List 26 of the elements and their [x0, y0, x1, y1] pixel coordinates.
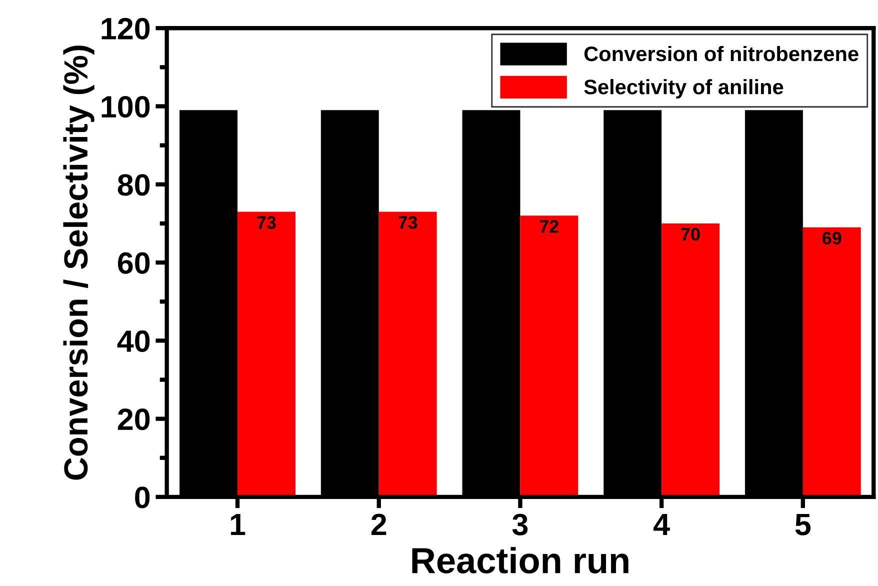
x-tick-label: 2: [371, 514, 386, 536]
data-label: 73: [398, 216, 418, 229]
bar: [520, 216, 578, 497]
data-label: 73: [257, 216, 276, 229]
y-tick-label: 20: [118, 408, 150, 430]
bar: [662, 223, 720, 497]
y-tick-label: 120: [102, 18, 150, 40]
y-tick-label: 40: [117, 330, 150, 352]
x-axis-title: Reaction run: [412, 546, 628, 574]
y-tick-label: 80: [118, 174, 150, 196]
x-tick-label: 4: [654, 514, 670, 536]
legend-label: Selectivity of aniline: [584, 79, 784, 98]
y-tick-label: 60: [118, 252, 150, 274]
data-label: 70: [681, 228, 700, 241]
data-label: 72: [540, 220, 559, 233]
legend-label: Conversion of nitrobenzene: [584, 46, 858, 62]
x-tick-label: 5: [795, 514, 811, 536]
data-label: 69: [822, 232, 842, 245]
x-tick-label: 1: [230, 514, 246, 536]
bar: [378, 212, 437, 497]
y-tick-label: 100: [102, 96, 150, 118]
y-tick-label: 0: [135, 486, 150, 508]
bar: [802, 227, 861, 497]
bar: [238, 212, 296, 497]
y-axis-title: Conversion / Selectivity (%): [63, 46, 94, 480]
x-tick-label: 3: [512, 514, 528, 536]
